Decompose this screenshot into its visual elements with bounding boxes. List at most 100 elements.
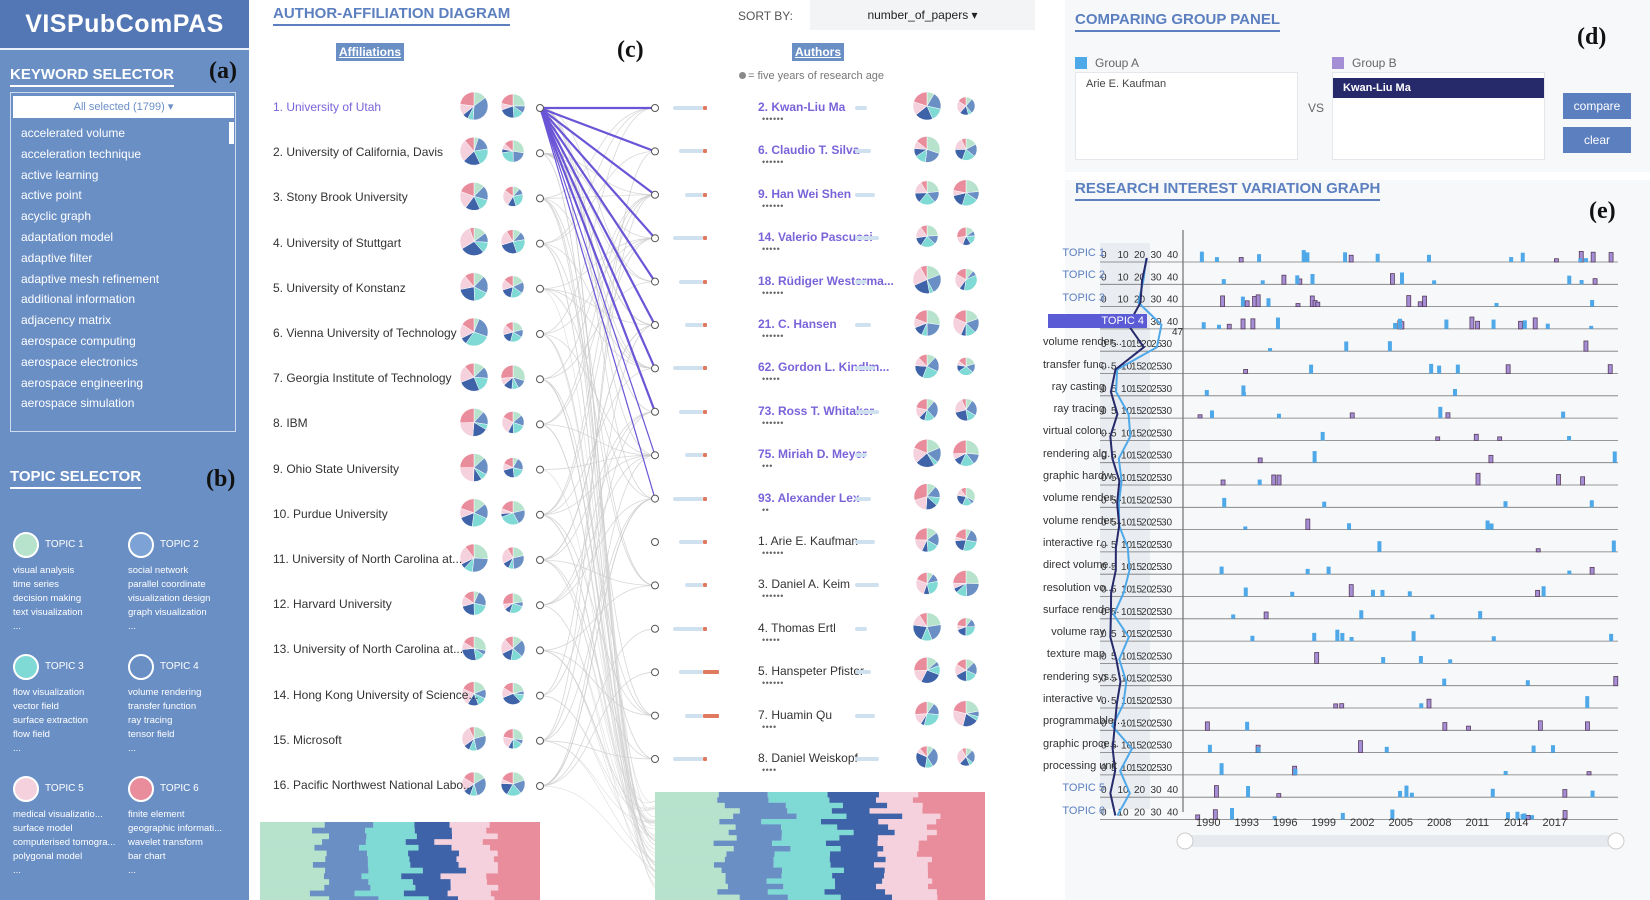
author-node[interactable] <box>651 190 659 199</box>
riv-row-label[interactable]: graphic hardw... <box>1043 470 1121 482</box>
topic-pie-icon[interactable] <box>912 438 942 468</box>
group-a-bar[interactable] <box>1344 341 1349 352</box>
group-a-bar[interactable] <box>1301 250 1306 262</box>
affiliation-name[interactable]: 3. Stony Brook University <box>273 190 408 205</box>
keyword-item[interactable]: aerospace electronics <box>21 354 138 369</box>
group-a-bar[interactable] <box>1550 745 1555 753</box>
topic-pie-icon[interactable] <box>502 728 524 750</box>
group-a-bar[interactable] <box>1442 678 1447 686</box>
group-b-bar[interactable] <box>1488 454 1494 464</box>
group-a-bar[interactable] <box>1305 252 1310 262</box>
topic-pie-icon[interactable] <box>956 487 976 506</box>
keyword-item[interactable]: accelerated volume <box>21 126 126 140</box>
group-a-bar[interactable] <box>1418 656 1423 664</box>
topic-pie-icon[interactable] <box>502 321 524 343</box>
sort-by-dropdown[interactable]: number_of_papers ▾ <box>810 0 1035 30</box>
author-name[interactable]: 62. Gordon L. Kindlm... <box>758 360 890 375</box>
group-a-bar[interactable] <box>1494 302 1499 307</box>
topic-pie-icon[interactable] <box>913 656 941 684</box>
topic-pie-icon[interactable] <box>502 186 524 207</box>
group-a-bar[interactable] <box>1448 659 1453 664</box>
affiliation-name[interactable]: 13. University of North Carolina at... <box>273 642 464 657</box>
affiliation-node[interactable] <box>536 375 544 384</box>
author-node[interactable] <box>651 581 659 590</box>
affiliation-node[interactable] <box>536 149 544 158</box>
keyword-item[interactable]: adaptive filter <box>21 250 93 265</box>
group-b-bar[interactable] <box>1417 301 1423 308</box>
topic-pie-icon[interactable] <box>952 179 980 207</box>
group-b-bar[interactable] <box>1442 722 1448 731</box>
group-a-bar[interactable] <box>1503 501 1508 508</box>
topic-pie-icon[interactable] <box>914 180 940 206</box>
topic-pie-icon[interactable] <box>461 681 487 706</box>
affiliation-node[interactable] <box>536 194 544 203</box>
group-b-bar[interactable] <box>1583 340 1589 352</box>
group-b-bar[interactable] <box>1238 257 1244 263</box>
group-a-bar[interactable] <box>1567 275 1572 285</box>
riv-row-label[interactable]: programmable ... <box>1043 715 1127 728</box>
keyword-item[interactable]: aerospace engineering <box>21 375 144 390</box>
group-b-bar[interactable] <box>1195 814 1201 820</box>
topic-pie-icon[interactable] <box>952 439 980 467</box>
author-name[interactable]: 14. Valerio Pascucci <box>758 230 873 245</box>
keyword-item[interactable]: adaptive mesh refinement <box>21 271 160 286</box>
group-b-bar[interactable] <box>1220 479 1226 486</box>
group-b-bar[interactable] <box>1281 274 1287 285</box>
topic-pie-icon[interactable] <box>956 617 976 637</box>
riv-row-label[interactable]: virtual colon... <box>1043 425 1111 438</box>
affiliation-name[interactable]: 14. Hong Kong University of Science... <box>273 687 479 702</box>
group-a-bar[interactable] <box>1590 790 1595 798</box>
group-a-bar[interactable] <box>1455 364 1460 374</box>
topic-2-circle-icon[interactable] <box>128 532 154 558</box>
group-a-bar[interactable] <box>1611 540 1616 552</box>
group-a-bar[interactable] <box>1390 809 1395 820</box>
group-b-bar[interactable] <box>1535 589 1541 597</box>
group-a-bar[interactable] <box>1295 275 1300 285</box>
group-b-bar[interactable] <box>1263 611 1269 620</box>
riv-row-label[interactable]: resolution vo... <box>1043 581 1115 594</box>
author-node[interactable] <box>651 364 659 373</box>
author-node[interactable] <box>651 755 659 763</box>
group-a-bar[interactable] <box>1370 589 1375 597</box>
group-b-bar[interactable] <box>1497 436 1503 441</box>
group-a-bar[interactable] <box>1219 566 1224 575</box>
topic-pie-icon[interactable] <box>459 272 489 302</box>
author-name[interactable]: 3. Daniel A. Keim <box>758 577 851 592</box>
topic-pie-icon[interactable] <box>461 726 487 752</box>
group-a-box[interactable]: Arie E. Kaufman <box>1075 72 1298 160</box>
group-a-bar[interactable] <box>1380 589 1385 597</box>
topic-4-circle-icon[interactable] <box>128 654 154 680</box>
group-b-bar[interactable] <box>1473 433 1479 441</box>
affiliation-name[interactable]: 10. Purdue University <box>273 506 388 521</box>
riv-row-label[interactable]: TOPIC 3 <box>1062 291 1105 304</box>
group-b-bar[interactable] <box>1585 721 1590 731</box>
group-b-bar[interactable] <box>1348 254 1354 263</box>
group-a-bar[interactable] <box>1426 254 1431 262</box>
group-a-bar[interactable] <box>1231 614 1236 619</box>
topic-pie-icon[interactable] <box>956 357 976 376</box>
riv-row-label[interactable]: interactive v... <box>1043 693 1111 705</box>
group-a-bar[interactable] <box>1214 257 1219 262</box>
author-node[interactable] <box>651 234 659 243</box>
keyword-item[interactable]: aerospace computing <box>21 333 136 348</box>
group-b-bar[interactable] <box>1580 476 1586 486</box>
affiliation-node[interactable] <box>536 510 544 519</box>
keyword-item[interactable]: active point <box>21 188 82 203</box>
riv-row-label[interactable]: TOPIC 4 <box>1048 313 1147 328</box>
group-b-bar[interactable] <box>1348 584 1354 597</box>
topic-pie-icon[interactable] <box>459 453 489 482</box>
topic-pie-icon[interactable] <box>500 229 526 254</box>
riv-row-label[interactable]: ray casting <box>1051 380 1105 393</box>
group-a-bar[interactable] <box>1522 320 1527 329</box>
group-b-bar[interactable] <box>1406 295 1412 308</box>
group-b-bar[interactable] <box>1240 318 1246 330</box>
group-b-bar[interactable] <box>1445 412 1451 419</box>
group-a-bar[interactable] <box>1309 364 1314 374</box>
author-node[interactable] <box>651 668 659 677</box>
riv-row-label[interactable]: TOPIC 1 <box>1062 247 1105 259</box>
topic-pie-icon[interactable] <box>459 227 489 256</box>
affiliation-node[interactable] <box>536 556 544 564</box>
keyword-list[interactable]: accelerated volume acceleration technique… <box>13 123 223 423</box>
topic-pie-icon[interactable] <box>913 309 941 337</box>
topic-1-circle-icon[interactable] <box>13 532 39 558</box>
